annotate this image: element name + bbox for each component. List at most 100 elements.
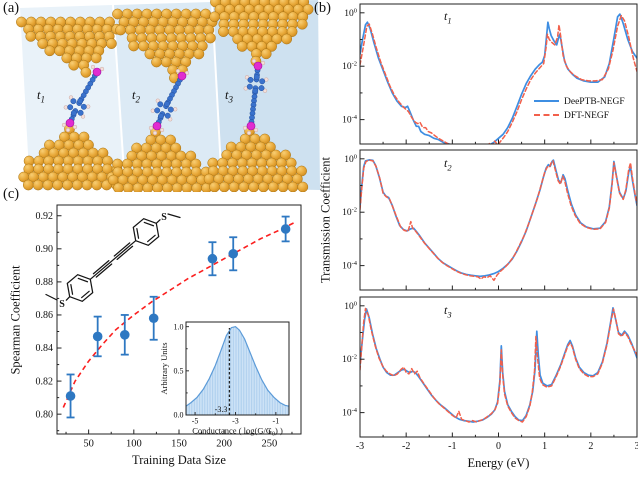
distribution-curve — [185, 326, 290, 407]
title-t3-sub: 3 — [447, 309, 452, 320]
legend-label-deeptb: DeePTB-NEGF — [564, 97, 625, 107]
plot-frame — [56, 204, 302, 435]
transmission-plot-t1: 100 10-2 10-4 — [342, 3, 638, 145]
panel-a-label: (a) — [3, 0, 20, 16]
title-t2-sub: 2 — [447, 162, 452, 173]
scatter-point — [207, 253, 218, 264]
y-tick-label: 10-2 — [342, 354, 357, 366]
y-tick-label: 0.80 — [36, 409, 54, 420]
inset-y-axis-label: Arbitrary Units — [159, 342, 169, 394]
inset-x-axis-label: Conductance ( log(G/G0) ) — [192, 426, 283, 438]
dashed-line-swatch — [534, 113, 559, 116]
title-t3-base: t — [444, 303, 448, 317]
gold-electrode-bottom — [203, 125, 309, 192]
transmission-plot-t3: 100 10-2 10-4 -3 -2 -1 0 1 2 3 — [342, 296, 639, 452]
x-tick-label: 100 — [126, 439, 142, 450]
junction-snapshot-1 — [16, 16, 123, 191]
curves — [360, 13, 637, 144]
curves — [360, 307, 637, 423]
title-t1-sub: 1 — [447, 15, 452, 26]
y-tick-label: 0.86 — [36, 310, 54, 321]
t2-sub: 2 — [135, 94, 140, 105]
x-tick-label: 3 — [635, 441, 639, 452]
legend: DeePTB-NEGF DFT-NEGF — [534, 95, 625, 123]
fit-curve — [62, 221, 296, 408]
y-tick-label: 10-4 — [342, 114, 358, 126]
x-tick-label: 200 — [216, 439, 232, 450]
plot-frame — [359, 149, 638, 291]
scatter-point — [228, 248, 239, 259]
x-tick-label: 150 — [171, 439, 187, 450]
y-tick-label: 0.92 — [36, 211, 54, 222]
gold-electrode-bottom — [107, 126, 212, 192]
x-tick-label: 2 — [588, 441, 593, 452]
inset-x-tick-label: -3 — [232, 417, 239, 426]
molecule-bridge — [148, 68, 190, 136]
scatter-point — [119, 329, 130, 340]
sulfur-atom — [92, 67, 102, 77]
plot-frame — [359, 3, 638, 145]
panel-c-label: (c) — [3, 186, 20, 202]
panel-b-label: (b) — [314, 0, 331, 16]
molecule-bridge — [61, 64, 105, 133]
gold-electrode-top — [112, 8, 218, 84]
inset-frame — [185, 321, 290, 416]
molecular-junction-illustration — [16, 0, 320, 192]
y-tick-label: 0.88 — [36, 277, 54, 288]
y-tick-label: 10-4 — [342, 407, 358, 419]
x-tick-label: 250 — [261, 439, 277, 450]
sulfur-atom-label: S — [161, 212, 167, 223]
inset-x-tick-label: -5 — [192, 417, 199, 426]
title-t2-base: t — [444, 156, 448, 170]
t3-base: t — [225, 88, 229, 102]
transmission-plot-t2: 100 10-2 10-4 — [342, 149, 638, 291]
x-tick-label: 50 — [83, 439, 94, 450]
sulfur-atom — [177, 71, 187, 81]
scatter-point — [92, 331, 103, 342]
snapshot-label-t1: t1 — [37, 88, 45, 105]
sulfur-atom — [246, 121, 256, 131]
y-tick-label: 0.84 — [36, 343, 54, 354]
t2-base: t — [132, 88, 136, 102]
x-tick-label: -1 — [448, 441, 456, 452]
sulfur-atom — [152, 121, 162, 131]
legend-label-dft: DFT-NEGF — [564, 111, 610, 121]
data-points — [65, 215, 291, 419]
panel-c-y-axis-label: Spearman Coefficient — [8, 265, 23, 375]
inset-x-tick-label: -1 — [273, 417, 280, 426]
y-tick-label: 10-2 — [342, 207, 357, 219]
inset-y-tick-label: 0.5 — [174, 367, 184, 376]
inset-y-tick-label: 1.0 — [174, 322, 184, 331]
y-tick-label: 100 — [344, 7, 357, 19]
scatter-point — [65, 391, 76, 401]
y-tick-label: 10-4 — [342, 260, 358, 272]
gold-electrode-top — [209, 0, 314, 67]
y-tick-label: 100 — [344, 153, 357, 165]
curves — [360, 159, 637, 282]
title-t1-base: t — [444, 9, 448, 23]
panel-c-x-axis-label: Training Data Size — [132, 453, 226, 467]
subplot-title-t3: t3 — [444, 303, 452, 319]
junction-snapshot-2 — [107, 8, 218, 192]
sulfur-atom — [65, 118, 75, 128]
y-tick-label: 0.90 — [36, 244, 54, 255]
vline-value-label: -3.3 — [215, 405, 228, 414]
t3-sub: 3 — [228, 94, 233, 105]
snapshot-label-t3: t3 — [225, 88, 233, 105]
gold-electrode-top — [16, 16, 123, 78]
solid-line-swatch — [534, 99, 559, 102]
curve-dft-negf — [360, 14, 637, 144]
gold-electrode-bottom — [18, 123, 123, 191]
inset-y-tick-label: 0.0 — [174, 411, 184, 420]
scatter-point — [148, 313, 159, 324]
sulfur-atom-label: S — [59, 299, 65, 310]
legend-item-dft: DFT-NEGF — [534, 109, 625, 123]
x-tick-label: 1 — [542, 441, 547, 452]
molecule-bridge — [242, 58, 269, 136]
molecule-structure — [45, 213, 181, 303]
scatter-point — [280, 224, 291, 234]
x-tick-label: -2 — [402, 441, 410, 452]
snapshot-label-t2: t2 — [132, 88, 140, 105]
y-tick-label: 100 — [344, 300, 357, 312]
